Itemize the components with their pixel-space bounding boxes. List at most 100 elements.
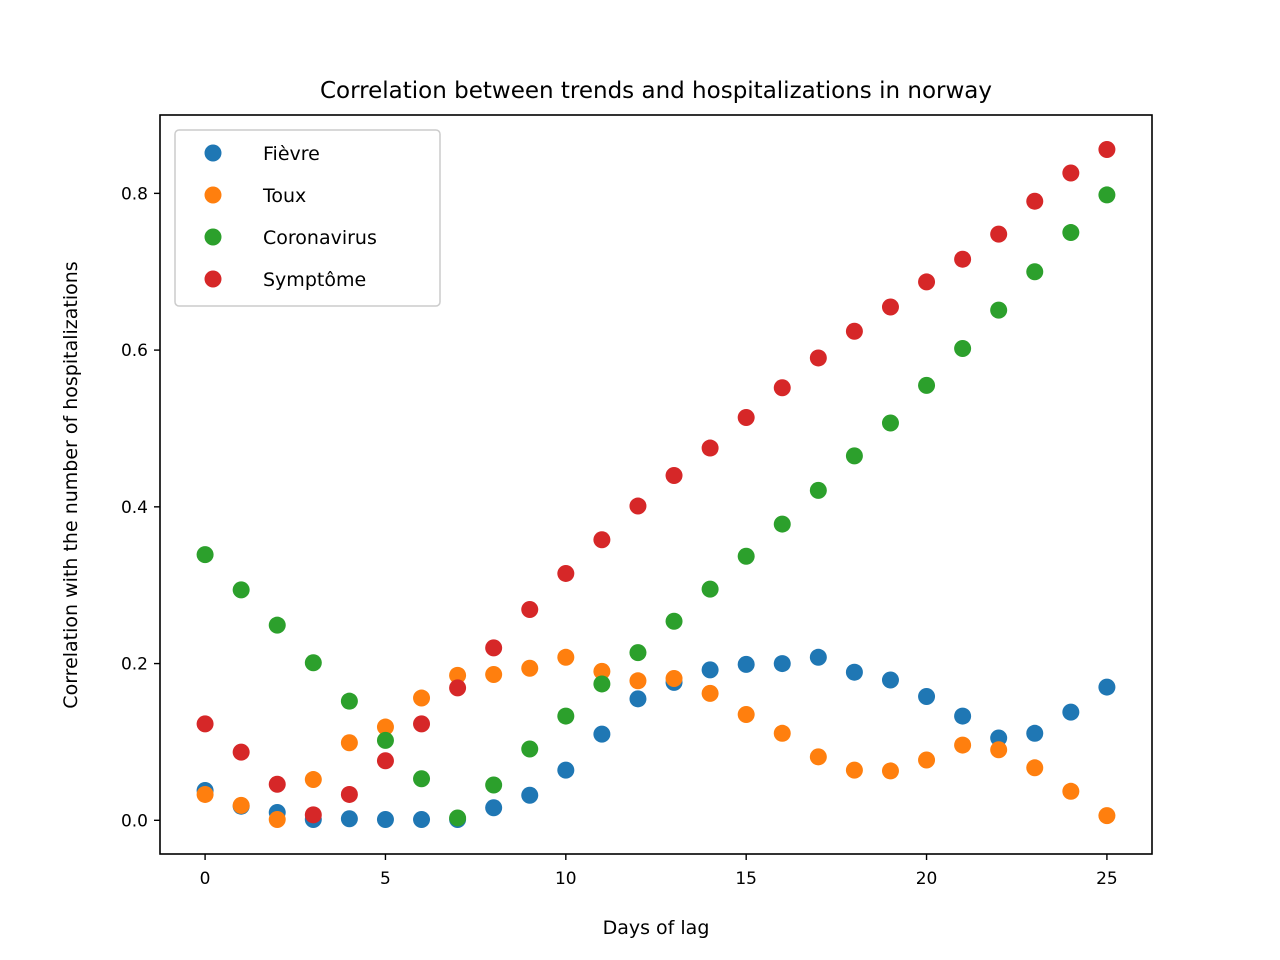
data-point-coronavirus-4 — [340, 692, 358, 710]
x-tick-label: 0 — [200, 869, 211, 889]
data-point-sympt-me-5 — [376, 752, 394, 770]
data-point-toux-8 — [485, 666, 503, 684]
data-point-coronavirus-0 — [196, 546, 214, 564]
data-point-sympt-me-22 — [990, 225, 1008, 243]
data-point-coronavirus-1 — [232, 581, 250, 599]
data-point-sympt-me-19 — [881, 298, 899, 316]
legend-marker — [204, 270, 222, 288]
y-tick-label: 0.8 — [121, 184, 148, 204]
data-point-sympt-me-24 — [1062, 164, 1080, 182]
x-tick-label: 10 — [555, 869, 577, 889]
plot-frame — [159, 114, 1153, 855]
data-point-toux-18 — [845, 761, 863, 779]
data-point-fi-vre-16 — [773, 655, 791, 673]
data-point-coronavirus-2 — [268, 616, 286, 634]
data-point-toux-1 — [232, 796, 250, 814]
x-tick-label: 5 — [380, 869, 391, 889]
data-point-sympt-me-10 — [557, 564, 575, 582]
legend-label: Toux — [262, 185, 306, 207]
data-point-toux-21 — [954, 736, 972, 754]
y-tick-label: 0.6 — [121, 341, 148, 361]
legend-label: Symptôme — [263, 269, 366, 291]
data-point-coronavirus-21 — [954, 340, 972, 358]
data-point-fi-vre-14 — [701, 661, 719, 679]
data-point-fi-vre-9 — [521, 786, 539, 804]
data-point-toux-10 — [557, 648, 575, 666]
legend-marker — [204, 228, 222, 246]
data-point-toux-2 — [268, 811, 286, 829]
data-point-sympt-me-25 — [1098, 140, 1116, 158]
data-point-coronavirus-15 — [737, 547, 755, 565]
data-point-toux-3 — [304, 771, 322, 789]
data-point-sympt-me-7 — [449, 679, 467, 697]
data-point-toux-15 — [737, 706, 755, 724]
data-point-fi-vre-17 — [809, 648, 827, 666]
data-point-toux-14 — [701, 684, 719, 702]
data-point-coronavirus-13 — [665, 612, 683, 630]
data-point-coronavirus-5 — [376, 731, 394, 749]
data-point-coronavirus-9 — [521, 740, 539, 758]
x-axis-label: Days of lag — [603, 917, 710, 939]
data-point-sympt-me-14 — [701, 439, 719, 457]
data-point-fi-vre-21 — [954, 707, 972, 725]
data-point-coronavirus-14 — [701, 580, 719, 598]
data-point-sympt-me-21 — [954, 250, 972, 268]
data-point-sympt-me-23 — [1026, 192, 1044, 210]
data-point-toux-11 — [593, 662, 611, 680]
data-point-fi-vre-25 — [1098, 678, 1116, 696]
y-tick-label: 0.4 — [121, 498, 148, 518]
data-point-sympt-me-12 — [629, 497, 647, 515]
legend: Fièvre Toux Coronavirus Symptôme — [174, 129, 441, 307]
data-point-coronavirus-16 — [773, 515, 791, 533]
data-point-coronavirus-6 — [413, 770, 431, 788]
legend-marker — [204, 144, 222, 162]
x-tick-label: 20 — [916, 869, 938, 889]
data-point-toux-24 — [1062, 782, 1080, 800]
data-point-sympt-me-3 — [304, 806, 322, 824]
data-point-toux-17 — [809, 748, 827, 766]
data-point-sympt-me-16 — [773, 379, 791, 397]
data-point-fi-vre-19 — [881, 671, 899, 689]
data-point-coronavirus-23 — [1026, 263, 1044, 281]
data-point-fi-vre-24 — [1062, 703, 1080, 721]
x-tick-label: 25 — [1096, 869, 1118, 889]
data-point-fi-vre-12 — [629, 690, 647, 708]
data-point-toux-6 — [413, 689, 431, 707]
data-point-toux-12 — [629, 672, 647, 690]
legend-label: Coronavirus — [263, 227, 377, 249]
chart-title: Correlation between trends and hospitali… — [320, 78, 992, 104]
data-point-coronavirus-8 — [485, 776, 503, 794]
y-tick-label: 0.2 — [121, 655, 148, 675]
data-point-fi-vre-18 — [845, 663, 863, 681]
data-point-toux-4 — [340, 734, 358, 752]
y-axis-ticks: 0.0 0.2 0.4 0.6 0.8 — [121, 184, 160, 831]
data-point-toux-25 — [1098, 807, 1116, 825]
data-point-sympt-me-4 — [340, 785, 358, 803]
data-point-fi-vre-8 — [485, 799, 503, 817]
data-point-coronavirus-22 — [990, 301, 1008, 319]
legend-marker — [204, 186, 222, 204]
data-point-coronavirus-11 — [593, 675, 611, 693]
data-point-fi-vre-11 — [593, 725, 611, 743]
data-point-sympt-me-6 — [413, 715, 431, 733]
data-point-fi-vre-20 — [918, 687, 936, 705]
data-point-sympt-me-2 — [268, 775, 286, 793]
data-point-sympt-me-20 — [918, 273, 936, 291]
data-point-toux-9 — [521, 659, 539, 677]
data-point-toux-19 — [881, 762, 899, 780]
data-point-coronavirus-25 — [1098, 186, 1116, 204]
data-point-fi-vre-6 — [413, 811, 431, 829]
data-point-sympt-me-8 — [485, 639, 503, 657]
data-point-coronavirus-10 — [557, 707, 575, 725]
x-tick-label: 15 — [735, 869, 757, 889]
data-point-coronavirus-7 — [449, 809, 467, 827]
data-point-fi-vre-4 — [340, 810, 358, 828]
data-point-fi-vre-5 — [376, 811, 394, 829]
y-axis-label: Correlation with the number of hospitali… — [60, 261, 82, 708]
data-point-coronavirus-20 — [918, 376, 936, 394]
data-point-fi-vre-15 — [737, 655, 755, 673]
data-point-toux-20 — [918, 751, 936, 769]
data-point-sympt-me-0 — [196, 715, 214, 733]
legend-label: Fièvre — [263, 143, 320, 165]
